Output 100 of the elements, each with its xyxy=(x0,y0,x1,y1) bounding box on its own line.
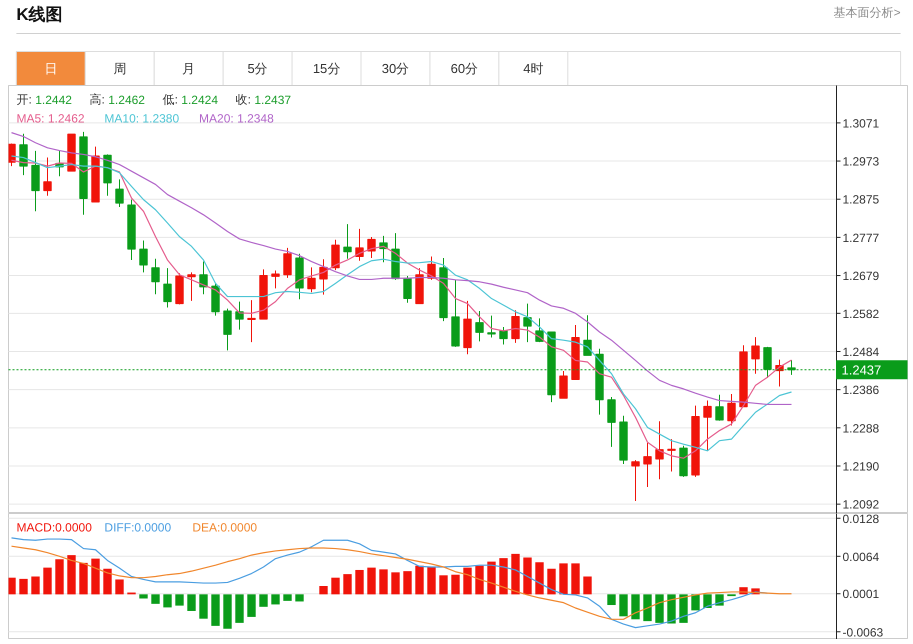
annotation: 低:1.2424 xyxy=(162,92,218,107)
bar xyxy=(343,574,352,594)
y-tick-label: 1.2777 xyxy=(842,230,880,245)
text: 基本面分析> xyxy=(834,6,901,20)
candlestick xyxy=(475,310,484,342)
text: 日 xyxy=(44,61,58,76)
bar xyxy=(571,563,580,594)
y-tick-label: 0.0128 xyxy=(842,512,880,526)
bar xyxy=(8,578,16,594)
bar xyxy=(67,555,76,594)
bar xyxy=(355,570,364,594)
line-series xyxy=(10,132,792,406)
candlestick xyxy=(727,393,736,426)
bar xyxy=(91,558,100,594)
bar xyxy=(151,594,160,604)
y-tick-label: 1.2190 xyxy=(842,459,880,474)
text: 4时 xyxy=(523,61,544,76)
bar xyxy=(19,578,28,594)
bar xyxy=(367,568,376,594)
candlestick xyxy=(283,247,292,278)
line-series xyxy=(10,546,792,620)
candlestick xyxy=(643,442,652,488)
bar xyxy=(559,563,568,594)
bar xyxy=(163,594,172,608)
bar xyxy=(79,562,88,594)
text: 5分 xyxy=(248,61,268,76)
text: 周 xyxy=(113,61,126,76)
bar xyxy=(391,572,400,594)
ref-line-label: 1.2437 xyxy=(842,362,882,378)
bar xyxy=(271,594,280,604)
bar xyxy=(631,594,640,620)
candlestick xyxy=(223,308,232,351)
y-tick-label: 1.2484 xyxy=(842,344,880,359)
annotation: 开:1.2442 xyxy=(16,92,72,107)
candlestick xyxy=(751,336,760,374)
bar xyxy=(475,566,484,594)
bar xyxy=(211,594,220,626)
candlestick xyxy=(151,258,160,295)
y-tick-label: 1.2973 xyxy=(842,154,880,169)
candlestick xyxy=(307,266,316,293)
candlestick xyxy=(247,300,256,343)
bar xyxy=(187,594,196,611)
candlestick xyxy=(715,394,724,422)
bar xyxy=(247,594,256,617)
candlestick xyxy=(43,157,52,196)
y-tick-label: 1.2582 xyxy=(842,306,880,321)
bar xyxy=(55,559,64,594)
y-tick-label: 1.2288 xyxy=(842,421,880,436)
bar xyxy=(259,594,268,607)
bar xyxy=(31,576,40,594)
bar xyxy=(463,568,472,594)
bar xyxy=(235,594,244,623)
bar xyxy=(415,566,424,594)
y-tick-label: 1.2875 xyxy=(842,192,880,207)
y-tick-label: 1.2679 xyxy=(842,269,880,284)
text: MA5: 1.2462 xyxy=(16,112,85,126)
candlestick xyxy=(667,438,676,472)
bar xyxy=(583,576,592,594)
candlestick xyxy=(163,268,172,308)
y-tick-label: 1.2386 xyxy=(842,383,880,398)
bar xyxy=(139,594,148,598)
y-tick-label: 1.2092 xyxy=(842,498,880,512)
text: 15分 xyxy=(312,61,340,76)
bar xyxy=(403,571,412,594)
bar xyxy=(199,594,208,619)
bar xyxy=(547,568,556,594)
candlestick xyxy=(115,178,124,208)
text: MA20: 1.2348 xyxy=(199,112,274,126)
bar xyxy=(511,554,520,594)
y-tick-label: 0.0001 xyxy=(842,587,880,602)
y-tick-label: -0.0063 xyxy=(842,625,884,640)
candlestick xyxy=(343,224,352,260)
y-tick-label: 0.0064 xyxy=(842,550,880,564)
bar xyxy=(295,594,304,602)
series-label: DIFF:0.0000 xyxy=(104,520,172,534)
bar xyxy=(535,562,544,594)
bar xyxy=(103,568,112,594)
bar xyxy=(523,557,532,594)
candlestick xyxy=(559,370,568,399)
candlestick xyxy=(631,460,640,502)
candlestick xyxy=(271,270,280,289)
bar xyxy=(451,574,460,594)
bar xyxy=(655,594,664,623)
bar xyxy=(331,578,340,594)
bar xyxy=(643,594,652,622)
bar xyxy=(175,594,184,606)
bar xyxy=(607,594,616,606)
bar xyxy=(439,575,448,594)
annotation: 高:1.2462 xyxy=(90,92,146,107)
chart-title: K线图 xyxy=(16,5,63,24)
candlestick xyxy=(331,239,340,271)
candlestick xyxy=(403,275,412,304)
candlestick xyxy=(487,315,496,338)
y-tick-label: 1.3071 xyxy=(842,116,880,130)
annotation: 收:1.2437 xyxy=(236,92,292,107)
candlestick xyxy=(607,396,616,448)
bar xyxy=(619,594,628,616)
bar xyxy=(223,594,232,629)
candlestick xyxy=(139,240,148,273)
bar xyxy=(319,586,328,594)
